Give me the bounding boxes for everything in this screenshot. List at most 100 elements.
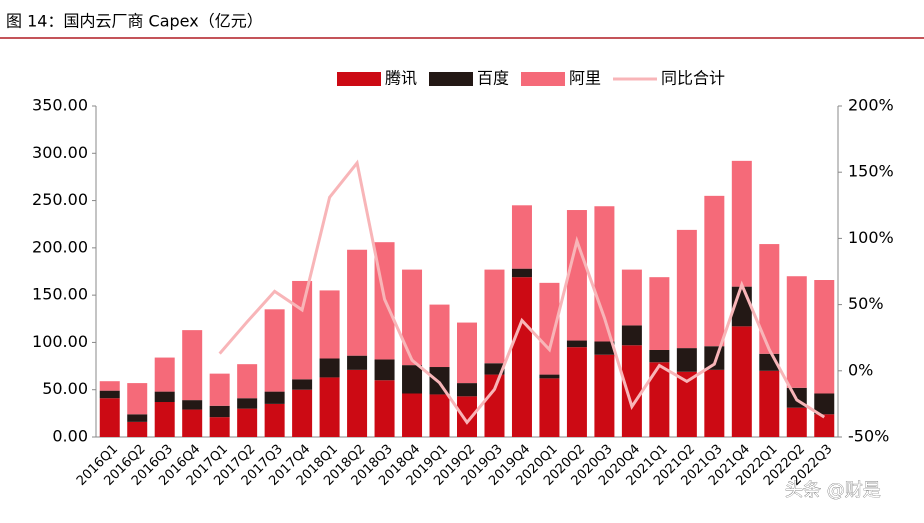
bar (731, 326, 752, 437)
bar (347, 369, 368, 437)
bar (621, 269, 642, 326)
bar (539, 282, 560, 375)
y-tick-label: 100.00 (32, 332, 88, 351)
legend-marker (521, 72, 565, 86)
bar (814, 280, 835, 394)
bar (429, 304, 450, 368)
bar (457, 322, 477, 384)
bar (704, 369, 725, 437)
bar (539, 378, 560, 437)
bar (264, 391, 285, 404)
bar (731, 160, 752, 287)
y2-tick-label: 100% (848, 228, 894, 247)
bar (182, 409, 203, 437)
chart-title: 图 14：国内云厂商 Capex（亿元） (6, 12, 263, 31)
bar (649, 362, 670, 437)
bar (237, 364, 258, 399)
bar (127, 421, 148, 437)
legend-marker (429, 72, 473, 86)
bar (209, 417, 230, 437)
bar (154, 357, 175, 392)
bar (402, 269, 423, 366)
bar (594, 341, 615, 355)
bar (127, 383, 148, 415)
bar (319, 290, 340, 359)
bar (484, 363, 505, 375)
line (218, 159, 826, 425)
legend-marker (337, 72, 381, 86)
bar (319, 358, 340, 378)
y2-tick-label: -50% (848, 427, 889, 446)
bar (621, 325, 642, 346)
bar (402, 365, 423, 394)
bar (99, 381, 120, 391)
bar (649, 349, 670, 363)
bar (429, 394, 450, 437)
bar (649, 277, 670, 350)
y-tick-label: 50.00 (42, 379, 88, 398)
bar (237, 408, 258, 437)
y2-tick-label: 150% (848, 162, 894, 181)
bar (786, 407, 807, 437)
bar (676, 371, 697, 437)
bar (511, 268, 532, 278)
bar (594, 354, 615, 437)
watermark: 头条 @财是 (785, 480, 881, 501)
bar (264, 309, 285, 392)
y2-tick-label: 0% (848, 360, 873, 379)
bar (621, 345, 642, 437)
bar (264, 403, 285, 437)
bar (457, 383, 477, 397)
bar (566, 210, 587, 341)
legend-label: 百度 (477, 69, 509, 88)
bar (292, 389, 313, 437)
bar (402, 393, 423, 437)
bar (484, 269, 505, 364)
bar (566, 340, 587, 348)
bar (704, 195, 725, 347)
bar (511, 205, 532, 269)
y-tick-label: 0.00 (52, 427, 88, 446)
bar (759, 370, 780, 437)
y-tick-label: 350.00 (32, 96, 88, 115)
bar (154, 402, 175, 437)
bar (209, 405, 230, 418)
bar (457, 396, 477, 437)
bar (182, 400, 203, 410)
bar (539, 374, 560, 379)
bar (676, 348, 697, 372)
y-tick-label: 250.00 (32, 190, 88, 209)
bar (814, 393, 835, 415)
y-tick-label: 150.00 (32, 285, 88, 304)
bar (99, 398, 120, 437)
bar (676, 229, 697, 349)
bar (566, 347, 587, 437)
y2-tick-label: 200% (848, 96, 894, 115)
bar (237, 398, 258, 409)
legend-label: 同比合计 (661, 69, 725, 88)
y-tick-label: 300.00 (32, 143, 88, 162)
bar (786, 276, 807, 388)
bar (759, 244, 780, 354)
bar (814, 414, 835, 437)
bar (374, 380, 395, 437)
bar (292, 280, 313, 380)
bar (319, 377, 340, 437)
bar (484, 374, 505, 437)
bar (99, 390, 120, 399)
bar (511, 277, 532, 437)
y-tick-label: 200.00 (32, 237, 88, 256)
bar (347, 355, 368, 370)
bar (209, 373, 230, 406)
bar (347, 249, 368, 356)
legend-label: 阿里 (569, 69, 601, 88)
bar (154, 391, 175, 403)
bar (127, 414, 148, 422)
bar (704, 346, 725, 370)
bar (182, 330, 203, 401)
bar (292, 379, 313, 390)
legend-label: 腾讯 (385, 69, 417, 88)
y2-tick-label: 50% (848, 294, 884, 313)
bar (374, 359, 395, 381)
